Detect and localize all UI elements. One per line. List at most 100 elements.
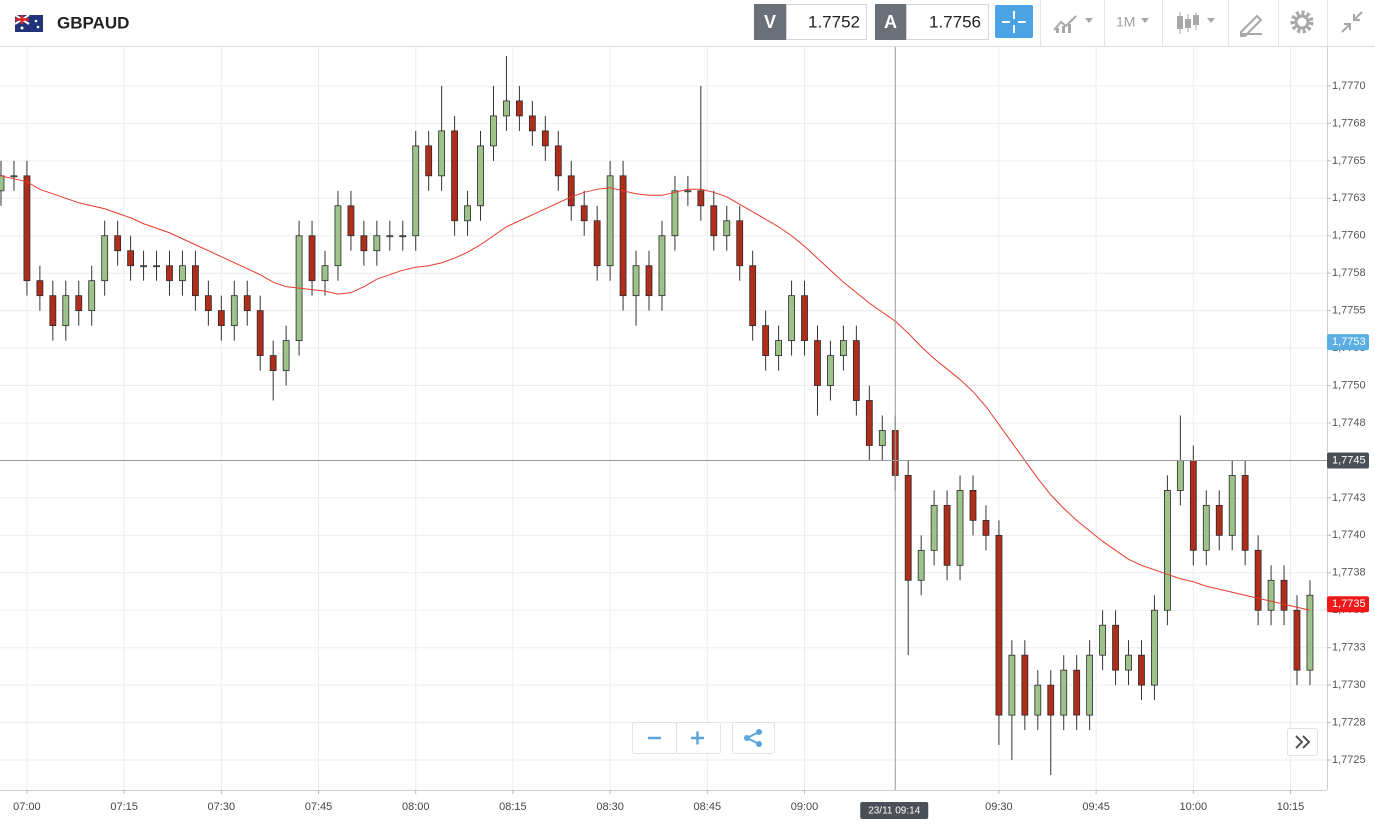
y-tick-label: 1,7733 — [1332, 642, 1366, 654]
candle-body — [425, 145, 433, 177]
plot-area — [0, 47, 1327, 790]
candle-body — [788, 295, 795, 342]
candle — [153, 250, 160, 281]
candle-body — [814, 340, 821, 386]
candle — [1021, 640, 1029, 731]
candle-body — [1047, 684, 1055, 716]
candle — [567, 160, 575, 221]
candle — [1034, 670, 1042, 731]
chart-type-button[interactable] — [1053, 15, 1093, 33]
crosshair-x-label: 23/11 09:14 — [868, 806, 921, 817]
candle-body — [217, 310, 225, 327]
candle-body — [1034, 684, 1042, 716]
candle-body — [503, 100, 510, 117]
candle — [269, 340, 277, 401]
crosshair-button[interactable] — [995, 5, 1033, 38]
candle-body — [438, 130, 446, 177]
flag — [14, 14, 43, 32]
candle-body — [1112, 624, 1119, 671]
x-tick-label: 10:15 — [1277, 801, 1305, 813]
sell-price: 1.7752 — [808, 12, 860, 31]
candle-body — [1021, 654, 1029, 716]
candle-type-button[interactable] — [1177, 12, 1215, 34]
candle-body — [736, 220, 744, 267]
candle-body — [166, 265, 173, 282]
candle — [632, 250, 640, 326]
timeframe-dropdown[interactable] — [1141, 18, 1149, 23]
candle-body — [334, 205, 342, 267]
candle — [334, 190, 342, 281]
candle — [671, 175, 679, 251]
scroll-right-button[interactable] — [1287, 728, 1318, 756]
candle — [166, 250, 173, 296]
y-tick-label: 1,7760 — [1332, 230, 1366, 242]
candle — [930, 490, 938, 566]
candle — [347, 190, 355, 251]
settings-button[interactable] — [1290, 10, 1314, 34]
candle — [1060, 655, 1068, 731]
candle-body — [1254, 549, 1262, 611]
draw-tool-button[interactable] — [1240, 14, 1263, 37]
candle — [554, 130, 562, 191]
y-tick-label: 1,7770 — [1332, 80, 1366, 92]
candle — [399, 220, 407, 251]
candle-body — [619, 175, 627, 297]
collapse-button[interactable] — [1341, 11, 1363, 33]
candle — [1151, 595, 1158, 701]
candle — [1228, 460, 1236, 551]
candle — [243, 280, 251, 326]
candle — [762, 310, 770, 371]
candle — [360, 220, 368, 266]
toolbar — [0, 0, 1375, 46]
candle-body — [904, 475, 912, 581]
candle — [114, 220, 122, 266]
sell-price-box[interactable] — [786, 4, 867, 40]
candle — [1125, 640, 1132, 686]
candle-body — [645, 265, 653, 297]
x-tick-label: 09:30 — [985, 801, 1013, 813]
candle — [917, 535, 925, 596]
candle — [1254, 535, 1262, 626]
buy-price-box[interactable] — [906, 4, 989, 40]
candle-body — [282, 340, 290, 371]
candle — [697, 85, 705, 221]
grid — [0, 47, 1327, 790]
x-tick-label: 08:15 — [499, 801, 527, 813]
candle — [658, 220, 666, 311]
zoom-out-button[interactable] — [632, 722, 677, 754]
candle — [723, 205, 731, 251]
price-tag-label: 1,7735 — [1332, 598, 1366, 610]
candle-body — [1099, 624, 1106, 656]
x-tick-label: 07:15 — [110, 801, 138, 813]
candle-body — [10, 175, 18, 178]
buy-button[interactable] — [875, 4, 906, 40]
candle-body — [1151, 609, 1158, 686]
axes: 1,7770 1,7768 1,7765 1,7763 1,7760 1,7758 1,77… — [13, 80, 1369, 819]
candle-body — [0, 175, 5, 192]
zoom-in-button[interactable] — [676, 722, 721, 754]
candle-body — [995, 534, 1003, 716]
candle-body — [1138, 654, 1145, 686]
candle-body — [982, 519, 990, 536]
sell-button[interactable] — [754, 4, 786, 40]
candle-body — [865, 400, 873, 446]
y-tick-label: 1,7758 — [1332, 267, 1366, 279]
candle-body — [827, 355, 834, 386]
candle — [645, 250, 653, 311]
timeframe[interactable]: 1M — [1116, 14, 1135, 30]
candle-body — [1125, 654, 1132, 671]
candle-body — [179, 265, 186, 282]
candle — [386, 220, 394, 251]
x-tick-label: 07:00 — [13, 801, 41, 813]
candle-body — [749, 265, 757, 327]
candle — [179, 250, 186, 296]
candle — [308, 220, 316, 296]
candle-body — [1008, 654, 1016, 716]
candle-body — [684, 190, 692, 193]
candle — [1164, 475, 1171, 626]
share-button[interactable] — [732, 722, 775, 754]
candle-body — [1293, 609, 1301, 671]
candle — [464, 190, 471, 236]
